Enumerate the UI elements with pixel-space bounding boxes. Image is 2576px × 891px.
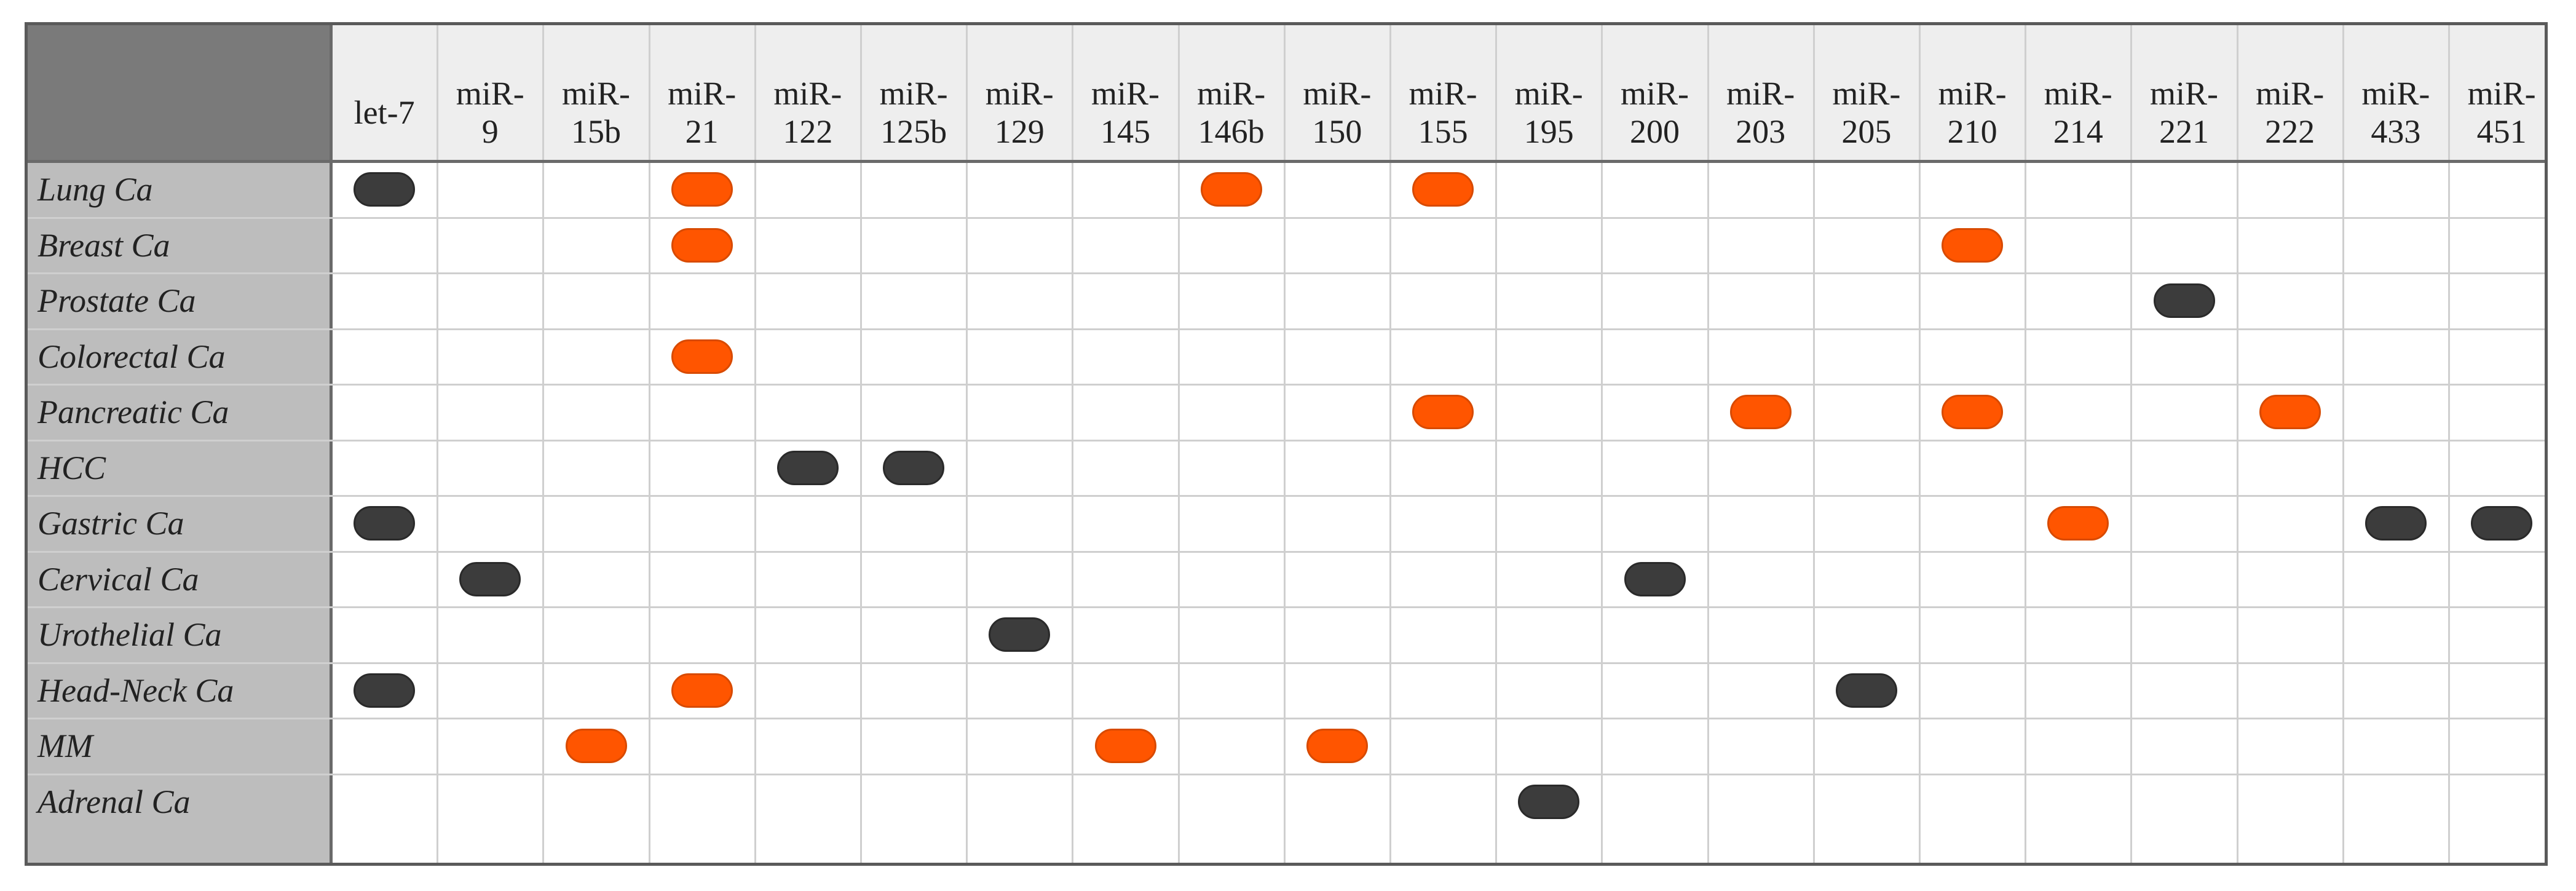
dark-marker: [1624, 561, 1686, 596]
column-header: miR- 122: [773, 75, 842, 150]
orange-marker: [671, 172, 733, 207]
orange-marker: [1729, 395, 1792, 430]
dark-marker: [989, 617, 1051, 652]
row-header: MM: [38, 727, 93, 765]
column-header: miR- 433: [2361, 75, 2430, 150]
column-divider: [1389, 25, 1391, 863]
dark-marker: [459, 561, 521, 596]
column-divider: [2130, 25, 2133, 863]
row-header-column: [28, 162, 331, 863]
row-divider: [28, 606, 2545, 608]
column-header: miR- 451: [2467, 75, 2536, 150]
orange-marker: [671, 228, 733, 263]
row-header: HCC: [38, 449, 106, 486]
row-header: Urothelial Ca: [38, 616, 222, 654]
orange-marker: [1200, 172, 1262, 207]
orange-marker: [1306, 729, 1368, 764]
row-header-separator: [330, 25, 333, 863]
column-header: miR- 222: [2256, 75, 2325, 150]
orange-marker: [565, 729, 627, 764]
dark-marker: [354, 506, 416, 541]
column-divider: [1812, 25, 1815, 863]
dark-marker: [1835, 673, 1897, 708]
column-divider: [2448, 25, 2450, 863]
header-separator: [28, 160, 2545, 163]
column-header: miR- 125b: [879, 75, 948, 150]
column-divider: [1707, 25, 1709, 863]
dark-marker: [354, 172, 416, 207]
orange-marker: [2259, 395, 2321, 430]
row-divider: [28, 272, 2545, 274]
row-header: Prostate Ca: [38, 282, 196, 320]
row-header: Breast Ca: [38, 226, 170, 264]
row-divider: [28, 718, 2545, 719]
row-header: Head-Neck Ca: [38, 671, 234, 709]
column-divider: [1495, 25, 1498, 863]
orange-marker: [671, 673, 733, 708]
column-header-row: [331, 25, 2545, 162]
column-divider: [2236, 25, 2238, 863]
row-divider: [28, 384, 2545, 386]
column-divider: [754, 25, 756, 863]
row-divider: [28, 328, 2545, 330]
column-header: let-7: [354, 94, 415, 131]
column-header: miR- 205: [1832, 75, 1901, 150]
row-divider: [28, 662, 2545, 664]
column-header: miR- 221: [2149, 75, 2218, 150]
column-divider: [1177, 25, 1180, 863]
column-header: miR- 15b: [561, 75, 630, 150]
row-header: Gastric Ca: [38, 505, 184, 542]
column-divider: [1919, 25, 1921, 863]
column-header: miR- 145: [1091, 75, 1160, 150]
row-divider: [28, 773, 2545, 775]
column-header: miR- 195: [1514, 75, 1583, 150]
column-divider: [437, 25, 439, 863]
orange-marker: [1412, 172, 1474, 207]
row-divider: [28, 495, 2545, 497]
corner-cell: [28, 25, 331, 162]
column-header: miR- 200: [1620, 75, 1689, 150]
column-divider: [2025, 25, 2027, 863]
column-header: miR- 21: [668, 75, 737, 150]
column-header: miR- 203: [1726, 75, 1795, 150]
row-divider: [28, 216, 2545, 219]
column-header: miR- 155: [1409, 75, 1477, 150]
column-header: miR- 146b: [1197, 75, 1266, 150]
dark-marker: [2153, 283, 2215, 319]
column-header: miR- 150: [1303, 75, 1372, 150]
column-divider: [860, 25, 862, 863]
column-divider: [2342, 25, 2344, 863]
column-divider: [1601, 25, 1603, 863]
column-divider: [648, 25, 650, 863]
row-header: Cervical Ca: [38, 560, 199, 598]
dark-marker: [776, 450, 839, 485]
orange-marker: [1412, 395, 1474, 430]
orange-marker: [1942, 228, 2004, 263]
row-header: Colorectal Ca: [38, 338, 226, 375]
row-header: Pancreatic Ca: [38, 394, 229, 431]
dark-marker: [883, 450, 945, 485]
row-header: Adrenal Ca: [38, 783, 191, 820]
dark-marker: [2365, 506, 2427, 541]
row-divider: [28, 439, 2545, 442]
row-header: Lung Ca: [38, 171, 153, 208]
column-header: miR- 9: [456, 75, 524, 150]
orange-marker: [2047, 506, 2109, 541]
dark-marker: [354, 673, 416, 708]
column-divider: [1283, 25, 1286, 863]
mirna-cancer-table: let-7 miR- 9 miR- 15b miR- 21 miR- 122 miR- 1…: [25, 22, 2548, 866]
orange-marker: [1942, 395, 2004, 430]
column-header: miR- 129: [985, 75, 1054, 150]
column-divider: [1072, 25, 1074, 863]
column-divider: [966, 25, 968, 863]
column-header: miR- 214: [2044, 75, 2112, 150]
row-divider: [28, 550, 2545, 553]
column-header: miR- 210: [1938, 75, 2007, 150]
dark-marker: [2471, 506, 2533, 541]
dark-marker: [1518, 784, 1580, 819]
orange-marker: [671, 339, 733, 374]
orange-marker: [1094, 729, 1156, 764]
column-divider: [542, 25, 545, 863]
